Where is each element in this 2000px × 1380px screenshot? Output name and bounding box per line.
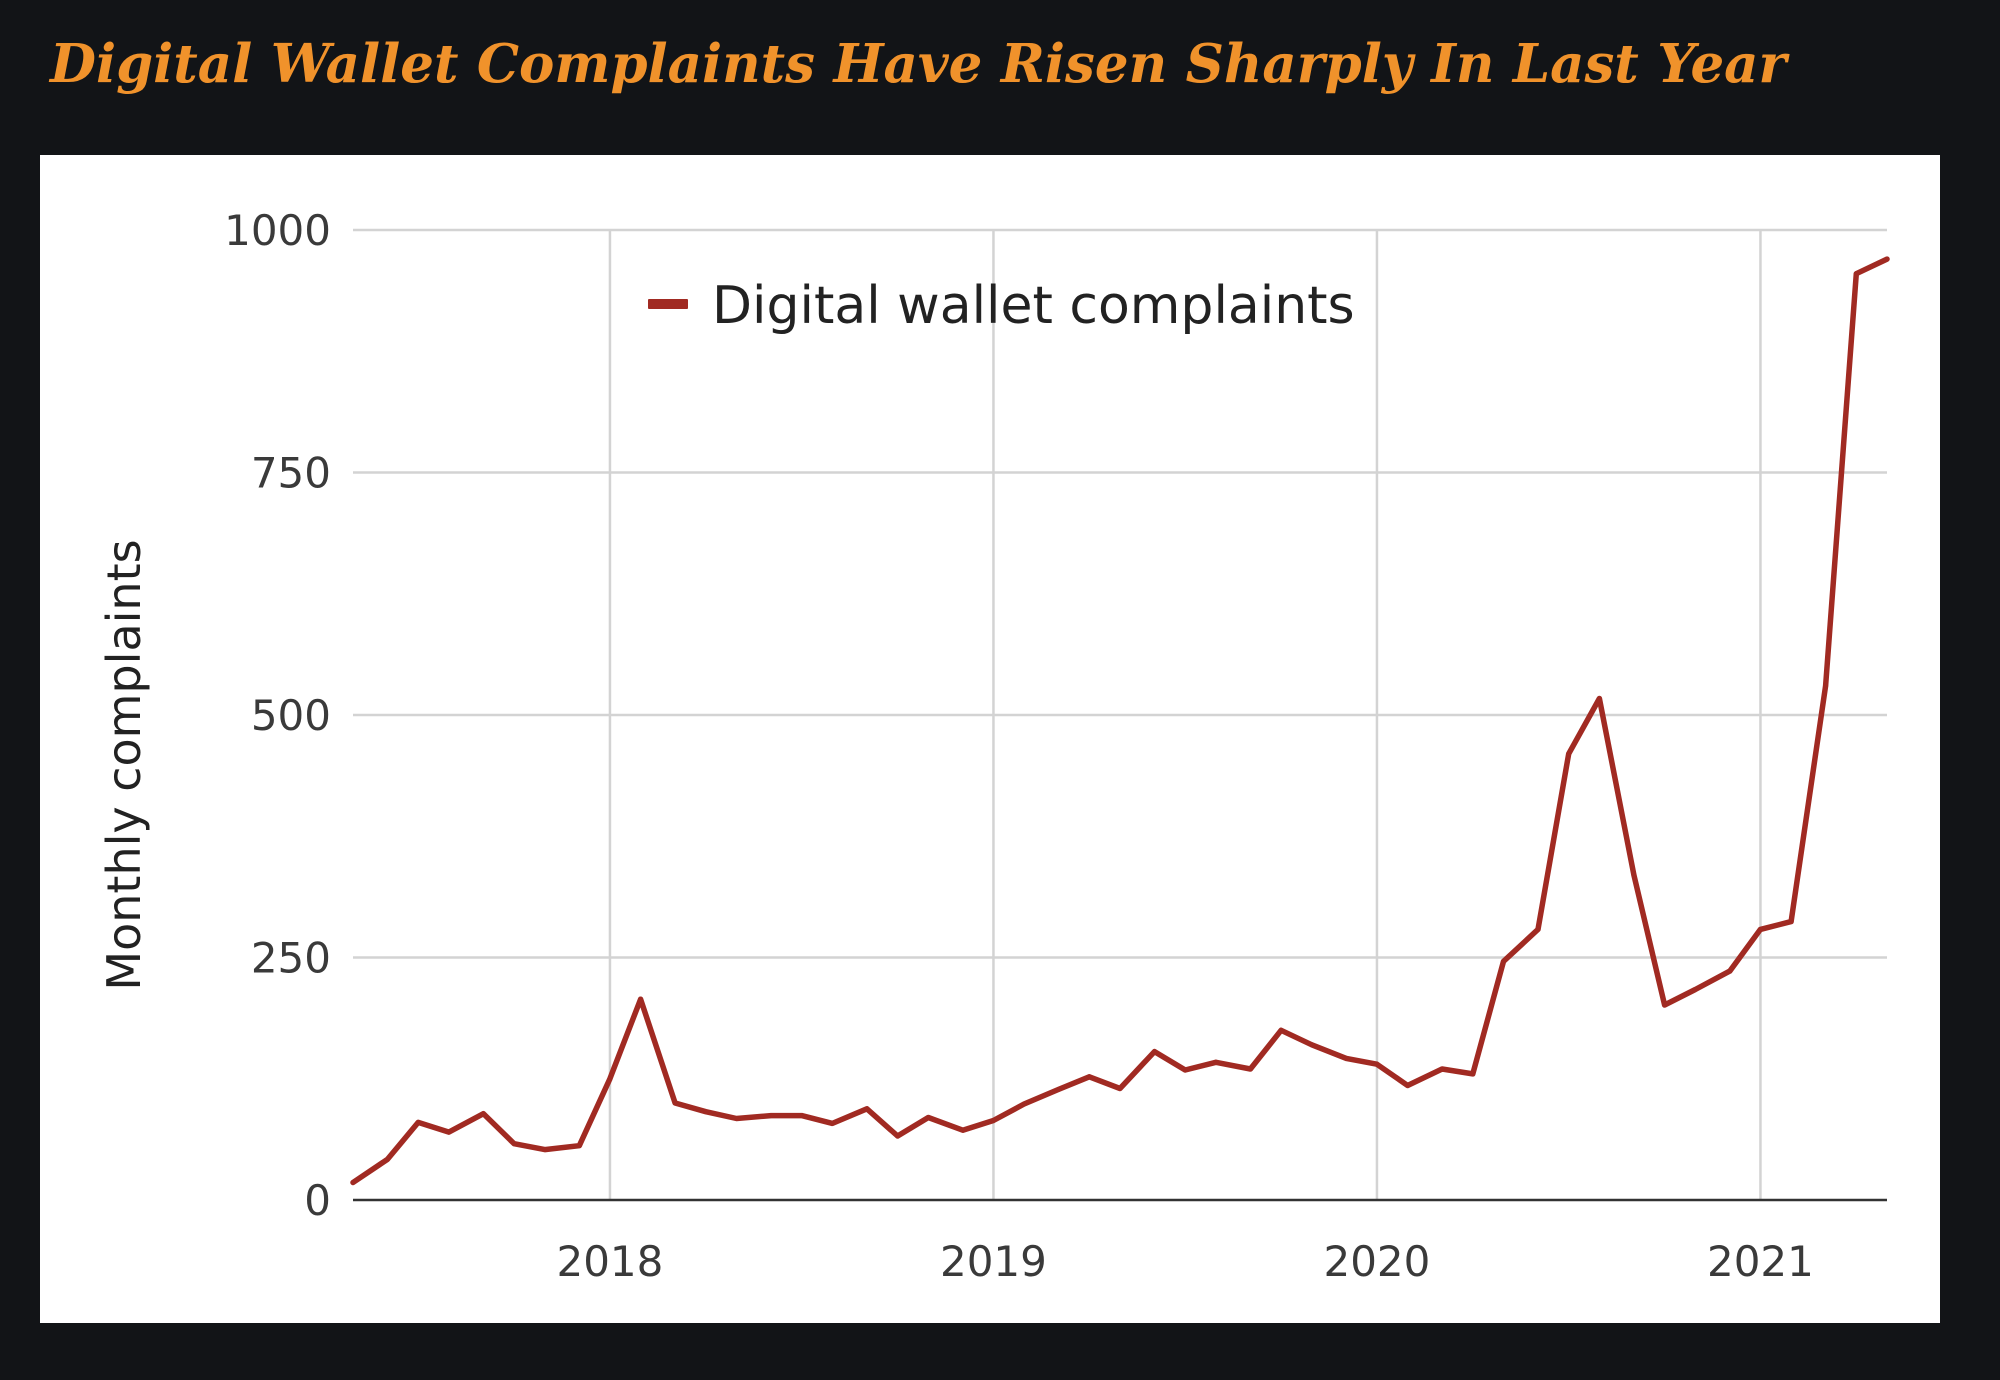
data-point xyxy=(446,1129,452,1135)
data-point xyxy=(829,1120,835,1126)
data-point xyxy=(511,1141,517,1147)
data-point xyxy=(1853,271,1859,277)
data-point xyxy=(1021,1101,1027,1107)
data-point xyxy=(1727,968,1733,974)
data-point xyxy=(1374,1061,1380,1067)
x-tick-label: 2019 xyxy=(940,1237,1047,1286)
legend: Digital wallet complaints xyxy=(648,276,1355,336)
legend-label: Digital wallet complaints xyxy=(712,276,1355,336)
data-point xyxy=(576,1143,582,1149)
y-tick-label: 250 xyxy=(251,934,331,983)
data-point xyxy=(799,1113,805,1119)
data-point xyxy=(607,1076,613,1082)
x-tick-label: 2020 xyxy=(1323,1237,1430,1286)
data-point xyxy=(1535,926,1541,932)
data-point xyxy=(925,1115,931,1121)
y-tick-label: 0 xyxy=(304,1176,331,1225)
data-point xyxy=(1662,1002,1668,1008)
data-point xyxy=(1213,1059,1219,1065)
data-point xyxy=(1405,1083,1411,1089)
data-point xyxy=(415,1119,421,1125)
data-point xyxy=(1439,1066,1445,1072)
data-point xyxy=(1182,1067,1188,1073)
data-point xyxy=(1631,872,1637,878)
data-point xyxy=(1884,256,1890,262)
axes: 0 250 500 750 1000 2018 2019 2020 2021 Monthly co… xyxy=(97,206,1887,1286)
data-point xyxy=(895,1133,901,1139)
y-tick-label: 750 xyxy=(251,449,331,498)
data-point xyxy=(768,1113,774,1119)
y-axis-title: Monthly complaints xyxy=(97,539,151,990)
data-point xyxy=(1086,1074,1092,1080)
line-chart: 0 250 500 750 1000 2018 2019 2020 2021 Monthly co… xyxy=(97,206,1890,1286)
data-point xyxy=(1309,1042,1315,1048)
data-point xyxy=(1692,987,1698,993)
y-tick-label: 1000 xyxy=(224,206,331,255)
data-point xyxy=(960,1127,966,1133)
data-point xyxy=(1343,1055,1349,1061)
data-point xyxy=(1152,1049,1158,1055)
data-point xyxy=(1117,1085,1123,1091)
data-point xyxy=(1823,683,1829,689)
chart-card: 0 250 500 750 1000 2018 2019 2020 2021 Monthly co… xyxy=(40,155,1940,1323)
data-point xyxy=(1247,1066,1253,1072)
data-point xyxy=(672,1100,678,1106)
data-point xyxy=(703,1109,709,1115)
data-point xyxy=(638,996,644,1002)
data-point xyxy=(480,1111,486,1117)
grid-lines xyxy=(353,228,1887,1200)
data-point xyxy=(1278,1027,1284,1033)
data-point xyxy=(734,1116,739,1122)
series-line xyxy=(350,256,1890,1186)
data-point xyxy=(1501,958,1506,964)
data-point xyxy=(350,1180,356,1186)
data-point xyxy=(385,1156,391,1162)
x-tick-label: 2018 xyxy=(556,1237,663,1286)
y-tick-label: 500 xyxy=(251,691,331,740)
x-tick-label: 2021 xyxy=(1707,1237,1814,1286)
series-layer xyxy=(350,256,1890,1186)
data-point xyxy=(1757,926,1763,932)
data-point xyxy=(1788,919,1794,925)
data-point xyxy=(864,1106,870,1112)
legend-swatch xyxy=(648,299,688,309)
page-title: Digital Wallet Complaints Have Risen Sha… xyxy=(50,33,1787,95)
data-point xyxy=(542,1147,548,1153)
data-point xyxy=(990,1117,996,1123)
data-point xyxy=(1566,751,1572,757)
data-point xyxy=(1596,696,1602,702)
data-point xyxy=(1470,1071,1476,1077)
data-point xyxy=(1056,1086,1062,1092)
